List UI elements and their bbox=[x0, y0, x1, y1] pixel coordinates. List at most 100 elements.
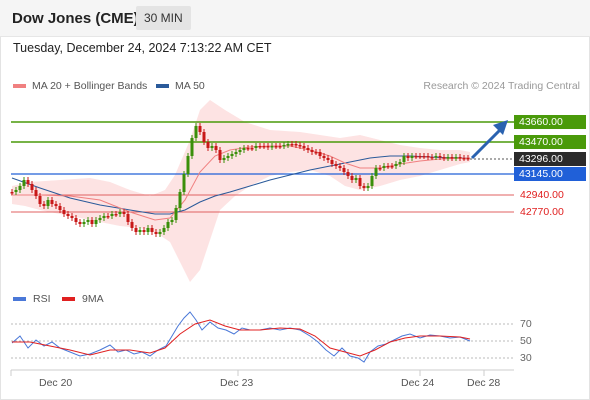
candle-body bbox=[158, 232, 162, 234]
candle-body bbox=[462, 158, 466, 160]
candle-body bbox=[238, 150, 242, 152]
candle-body bbox=[190, 138, 194, 156]
candle-body bbox=[222, 158, 226, 160]
ma9-line bbox=[12, 319, 471, 357]
ma9-legend-label: 9MA bbox=[82, 293, 104, 305]
candle-body bbox=[250, 148, 254, 150]
candle-body bbox=[454, 157, 458, 159]
candle-body bbox=[90, 220, 94, 224]
timestamp: Tuesday, December 24, 2024 7:13:22 AM CE… bbox=[13, 41, 272, 55]
candle-body bbox=[230, 154, 234, 156]
candle-body bbox=[166, 222, 170, 228]
x-label-dec28: Dec 28 bbox=[467, 377, 501, 389]
candle-body bbox=[254, 146, 258, 148]
candle-body bbox=[278, 146, 282, 148]
candle-body bbox=[302, 146, 306, 148]
candle-body bbox=[374, 168, 378, 176]
pivot-tag: 43145.00 bbox=[514, 167, 586, 181]
candle-body bbox=[394, 164, 398, 166]
candle-body bbox=[34, 190, 38, 196]
candle-body bbox=[294, 144, 298, 146]
candle-body bbox=[258, 146, 262, 148]
x-label-dec23: Dec 23 bbox=[220, 377, 254, 389]
candle-body bbox=[162, 228, 166, 232]
candle-body bbox=[422, 156, 426, 158]
candle-body bbox=[306, 148, 310, 150]
candle-body bbox=[130, 222, 134, 228]
candle-body bbox=[322, 156, 326, 158]
ma20-swatch bbox=[13, 84, 26, 89]
candle-body bbox=[390, 166, 394, 168]
candle-body bbox=[134, 228, 138, 232]
rsi-tick-30: 30 bbox=[520, 352, 532, 364]
ma50-label: MA 50 bbox=[175, 80, 205, 92]
candle-body bbox=[218, 150, 222, 160]
candle-body bbox=[418, 156, 422, 158]
candle-body bbox=[398, 162, 402, 164]
credit-text: Research © 2024 Trading Central bbox=[423, 80, 580, 92]
rsi-swatch bbox=[13, 297, 26, 301]
candle-body bbox=[406, 156, 410, 158]
candle-body bbox=[326, 158, 330, 160]
candle-body bbox=[246, 148, 250, 150]
rsi-legend-label: RSI bbox=[33, 293, 51, 305]
candle-body bbox=[386, 166, 390, 168]
candle-body bbox=[366, 186, 370, 188]
ma9-swatch bbox=[62, 297, 75, 301]
candle-body bbox=[102, 216, 106, 218]
candle-body bbox=[314, 152, 318, 154]
candle-body bbox=[342, 168, 346, 172]
candle-body bbox=[10, 192, 14, 194]
candle-body bbox=[118, 212, 122, 214]
candle-body bbox=[38, 196, 42, 204]
candle-body bbox=[358, 178, 362, 186]
candle-body bbox=[262, 146, 266, 148]
candle-body bbox=[46, 200, 50, 206]
x-label-dec20: Dec 20 bbox=[39, 377, 73, 389]
ma50-swatch bbox=[156, 84, 169, 89]
candle-body bbox=[198, 126, 202, 132]
candle-body bbox=[26, 180, 30, 184]
interval-selector[interactable]: 30 MIN bbox=[136, 6, 191, 30]
candle-body bbox=[442, 157, 446, 159]
candle-body bbox=[378, 168, 382, 170]
candle-body bbox=[154, 232, 158, 234]
candle-body bbox=[210, 146, 214, 148]
candle-body bbox=[126, 214, 130, 222]
candle-body bbox=[82, 222, 86, 224]
candle-body bbox=[86, 220, 90, 222]
legend-ma20: MA 20 + Bollinger Bands bbox=[13, 80, 147, 92]
candle-body bbox=[58, 206, 62, 210]
candle-body bbox=[290, 144, 294, 146]
candle-body bbox=[142, 230, 146, 232]
candle-body bbox=[438, 156, 442, 158]
candle-body bbox=[170, 220, 174, 222]
candle-body bbox=[206, 142, 210, 148]
candle-body bbox=[354, 178, 358, 180]
candle-body bbox=[382, 166, 386, 168]
candle-body bbox=[178, 192, 182, 208]
candle-body bbox=[114, 214, 118, 216]
chart-header: Dow Jones (CME) 30 MIN bbox=[0, 0, 590, 37]
candle-body bbox=[310, 150, 314, 152]
candle-body bbox=[458, 157, 462, 159]
candle-body bbox=[98, 218, 102, 220]
candle-body bbox=[146, 228, 150, 232]
support-1-tag: 42940.00 bbox=[520, 189, 564, 201]
candle-body bbox=[266, 146, 270, 148]
candle-body bbox=[150, 228, 154, 232]
rsi-tick-70: 70 bbox=[520, 318, 532, 330]
candle-body bbox=[334, 164, 338, 166]
candle-body bbox=[214, 146, 218, 150]
candle-body bbox=[202, 132, 206, 142]
candle-body bbox=[186, 156, 190, 174]
candle-body bbox=[62, 210, 66, 214]
last-price-tag: 43296.00 bbox=[514, 152, 586, 166]
candle-body bbox=[318, 152, 322, 156]
projection-arrow bbox=[470, 120, 508, 160]
candle-body bbox=[74, 218, 78, 222]
x-label-dec24: Dec 24 bbox=[401, 377, 435, 389]
candle-body bbox=[42, 204, 46, 206]
candle-body bbox=[122, 212, 126, 214]
